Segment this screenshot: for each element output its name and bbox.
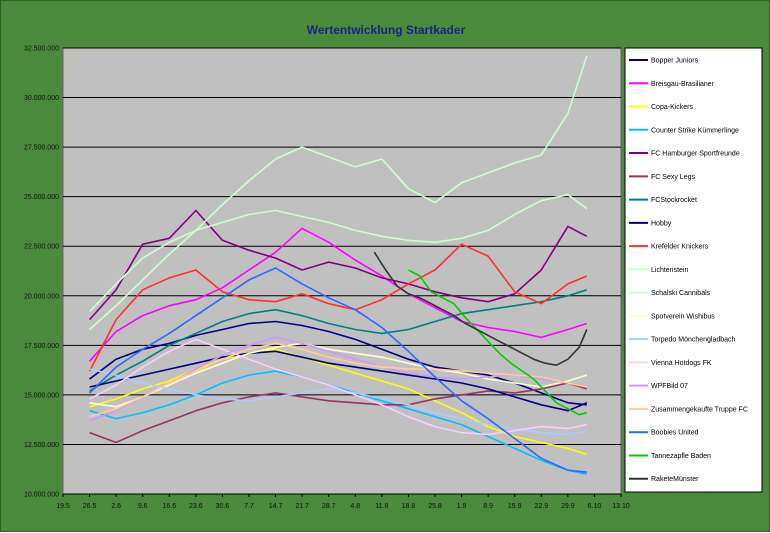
series-line-13 bbox=[89, 368, 587, 436]
y-tick-label: 30.000.000 bbox=[24, 95, 59, 102]
legend-label: Breisgau-Brasilianer bbox=[651, 81, 715, 88]
series-line-18 bbox=[408, 269, 588, 416]
legend-label: Spotverein Wishibus bbox=[651, 313, 715, 320]
y-tick-label: 32.500.000 bbox=[24, 46, 59, 53]
legend-label: Hobby bbox=[651, 220, 672, 227]
x-tick-label: 14.7 bbox=[269, 503, 283, 510]
x-tick-label: 18.8 bbox=[402, 503, 416, 510]
x-tick-label: 9.6 bbox=[138, 503, 148, 510]
x-tick-label: 19.5 bbox=[56, 503, 70, 510]
x-tick-label: 6.10 bbox=[588, 503, 602, 510]
x-tick-label: 22.9 bbox=[534, 503, 548, 510]
series-line-5 bbox=[89, 209, 588, 321]
series-line-12 bbox=[89, 342, 588, 408]
y-tick-label: 20.000.000 bbox=[24, 293, 59, 300]
legend-label: Lichtenstein bbox=[651, 267, 688, 274]
series-line-10 bbox=[89, 193, 588, 313]
legend-label: FCStockrocket bbox=[651, 197, 697, 204]
y-tick-label: 25.000.000 bbox=[24, 194, 59, 201]
series-line-7 bbox=[89, 289, 588, 392]
x-tick-label: 15.9 bbox=[508, 503, 522, 510]
x-tick-label: 25.8 bbox=[428, 503, 442, 510]
series-line-8 bbox=[89, 350, 588, 412]
series-line-14 bbox=[89, 338, 587, 436]
legend-label: FC Hamburger Sportfreunde bbox=[651, 151, 740, 158]
series-line-6 bbox=[89, 382, 588, 444]
legend: Bopper Juniors Breisgau-Brasilianer Copa-K… bbox=[629, 58, 748, 483]
x-tick-label: 2.6 bbox=[111, 503, 121, 510]
y-tick-label: 10.000.000 bbox=[24, 492, 59, 499]
x-tick-label: 21.7 bbox=[295, 503, 309, 510]
legend-label: Bopper Juniors bbox=[651, 58, 699, 65]
x-axis-ticks: 19.5 26.5 2.6 9.6 16.6 23.6 30.6 7.7 14.7 21.7 28.… bbox=[56, 494, 630, 510]
y-tick-label: 22.500.000 bbox=[24, 244, 59, 251]
legend-label: Torpedo Mönchengladbach bbox=[651, 337, 736, 344]
legend-label: Counter Strike Kümmerlinge bbox=[651, 127, 739, 134]
legend-label: Boobies United bbox=[651, 430, 699, 437]
series-line-11 bbox=[89, 55, 588, 331]
legend-label: WPFBild 07 bbox=[651, 383, 688, 390]
x-tick-label: 11.8 bbox=[375, 503, 388, 510]
chart-title: Wertentwicklung Startkader bbox=[307, 23, 466, 37]
legend-label: FC Sexy Legs bbox=[651, 174, 695, 181]
series-lines bbox=[88, 55, 588, 475]
gridlines bbox=[63, 47, 621, 495]
y-tick-label: 27.500.000 bbox=[24, 145, 59, 152]
series-line-2 bbox=[89, 227, 588, 362]
x-tick-label: 23.6 bbox=[189, 503, 203, 510]
plot-area bbox=[62, 47, 622, 495]
legend-label: Krefelder Knickers bbox=[651, 244, 709, 251]
series-line-4 bbox=[89, 370, 587, 475]
x-tick-label: 7.7 bbox=[244, 503, 254, 510]
x-tick-label: 28.7 bbox=[322, 503, 336, 510]
legend-label: Copa-Kickers bbox=[651, 104, 694, 111]
x-tick-label: 16.6 bbox=[162, 503, 176, 510]
y-tick-label: 12.500.000 bbox=[24, 442, 59, 449]
legend-label: Zusammengekaufte Truppe FC bbox=[651, 406, 748, 413]
y-axis-ticks: 10.000.000 12.500.000 15.000.000 17.500.000… bbox=[24, 46, 59, 499]
x-tick-label: 26.5 bbox=[83, 503, 97, 510]
x-tick-label: 8.9 bbox=[483, 503, 493, 510]
series-line-19 bbox=[373, 251, 588, 367]
legend-label: Tannezapfle Baden bbox=[651, 453, 711, 460]
series-line-9 bbox=[88, 243, 588, 372]
x-tick-label: 30.6 bbox=[216, 503, 230, 510]
series-line-16 bbox=[89, 342, 587, 418]
y-tick-label: 15.000.000 bbox=[24, 392, 59, 399]
x-tick-label: 13.10 bbox=[612, 503, 630, 510]
y-tick-label: 17.500.000 bbox=[24, 343, 59, 350]
x-tick-label: 4.8 bbox=[350, 503, 360, 510]
x-tick-label: 29.9 bbox=[561, 503, 575, 510]
series-line-17 bbox=[89, 267, 587, 473]
legend-label: Vienna Hotdogs FK bbox=[651, 360, 712, 367]
legend-label: RaketeMünster bbox=[651, 476, 699, 483]
x-tick-label: 1.9 bbox=[457, 503, 467, 510]
legend-label: Schalski Cannibals bbox=[651, 290, 711, 297]
